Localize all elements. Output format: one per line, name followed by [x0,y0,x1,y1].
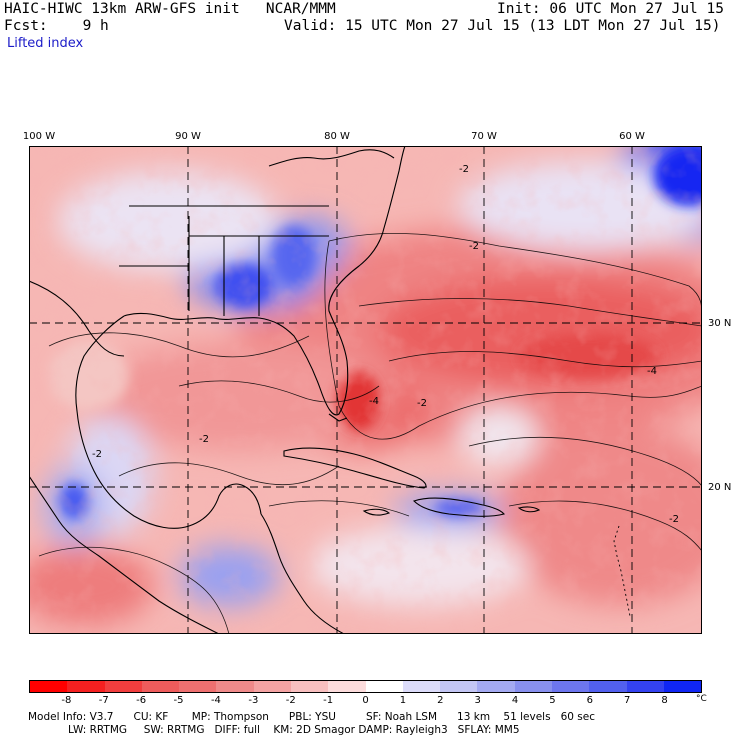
colorbar-swatch [104,681,142,692]
contour-line [324,240,702,440]
colorbar-tick-label: -3 [248,695,259,706]
colorbar-swatch [30,681,68,692]
texture-overlay [29,146,702,634]
contour-label: -4 [647,366,657,377]
coastline-gulf [123,146,406,416]
colorbar-swatch [440,681,478,692]
init-time: Init: 06 UTC Mon 27 Jul 15 [497,1,724,17]
colorbar-tick-label: 3 [474,695,481,706]
colorbar-swatch [290,681,329,692]
colorbar-swatch [402,681,441,692]
colorbar-tick-label: -2 [285,695,296,706]
colorbar-tick-label: -7 [98,695,109,706]
colorbar-tick-label: 1 [399,695,407,706]
colorbar-swatch [141,681,180,692]
coastline-texas-mexico [75,315,262,529]
coastline-central-america [260,513,345,634]
model-info-line-1: Model Info: V3.7 CU: KF MP: Thompson PBL… [28,711,595,723]
colorbar-swatch [477,681,515,692]
colorbar-swatch [328,681,366,692]
colorbar-swatch [514,681,552,692]
colorbar-tick-label: -6 [136,695,147,706]
contour-line [38,546,230,634]
colorbar-tick-label: -8 [61,695,72,706]
lon-label-100w: 100 W [22,131,56,142]
colorbar-tick-label: 7 [624,695,631,706]
lat-label-20n: 20 N [708,482,732,493]
colorbar-swatch [626,681,664,692]
contour-line [328,232,702,317]
colorbar-swatch [365,681,403,692]
colorbar-swatch [551,681,590,692]
contour-label: -4 [369,396,379,407]
coastline-hispaniola [412,497,505,517]
lon-label-60w: 60 W [619,131,645,142]
coastline-florida-keys [328,413,348,422]
contour-line [48,332,310,358]
colorbar-tick-label: 5 [549,695,556,706]
lon-label-90w: 90 W [175,131,201,142]
colorbar-unit: °C [696,694,707,704]
colorbar-swatch [663,681,702,692]
contour-line [508,500,702,552]
lat-label-30n: 30 N [708,318,732,329]
colorbar-tick-label: 2 [437,695,444,706]
forecast-hour: Fcst: 9 h [4,18,109,34]
border-mexico-us [29,280,125,357]
coastline-pacific-mexico [29,475,220,634]
model-title: HAIC-HIWC 13km ARW-GFS init NCAR/MMM [4,1,336,17]
contour-label: -2 [459,164,469,175]
model-info-line-2: LW: RRTMG SW: RRTMG DIFF: full KM: 2D Sm… [28,724,520,736]
contour-label: -2 [199,434,209,445]
map-frame [29,146,702,634]
lifted-index-map: -2 -2 -2 -2 -2 -2 -4 -4 [29,146,702,634]
contour-label: -2 [92,449,102,460]
border-great-lakes [268,149,395,167]
contour-label: -2 [417,398,427,409]
field-name: Lifted index [7,36,84,51]
contour-label: -2 [669,514,679,525]
valid-time: Valid: 15 UTC Mon 27 Jul 15 (13 LDT Mon … [284,18,721,34]
colorbar-swatch [179,681,217,692]
colorbar-tick-label: 0 [362,695,369,706]
contour-line [178,380,380,403]
lon-label-80w: 80 W [324,131,350,142]
contour-line [388,351,702,368]
colorbar-swatch [253,681,291,692]
coastline-cuba [283,447,427,489]
contour-line [468,436,702,487]
colorbar-tick-label: -1 [323,695,334,706]
colorbar-tick-label: -4 [210,695,221,706]
colorbar-tick-label: -5 [173,695,184,706]
coastline-jamaica [362,508,391,516]
lesser-antilles [613,525,631,617]
contour-line [358,298,702,327]
colorbar-tick-label: 6 [586,695,594,706]
contour-line [268,500,410,517]
colorbar-swatch [589,681,627,692]
colorbar-tick-label: 8 [661,695,668,706]
coastline-puerto-rico [517,506,541,513]
contour-label: -2 [469,241,479,252]
colorbar [29,680,702,693]
colorbar-swatch [67,681,105,692]
lon-label-70w: 70 W [471,131,497,142]
contour-line [118,462,340,486]
colorbar-tick-label: 4 [511,695,519,706]
colorbar-swatch [216,681,254,692]
